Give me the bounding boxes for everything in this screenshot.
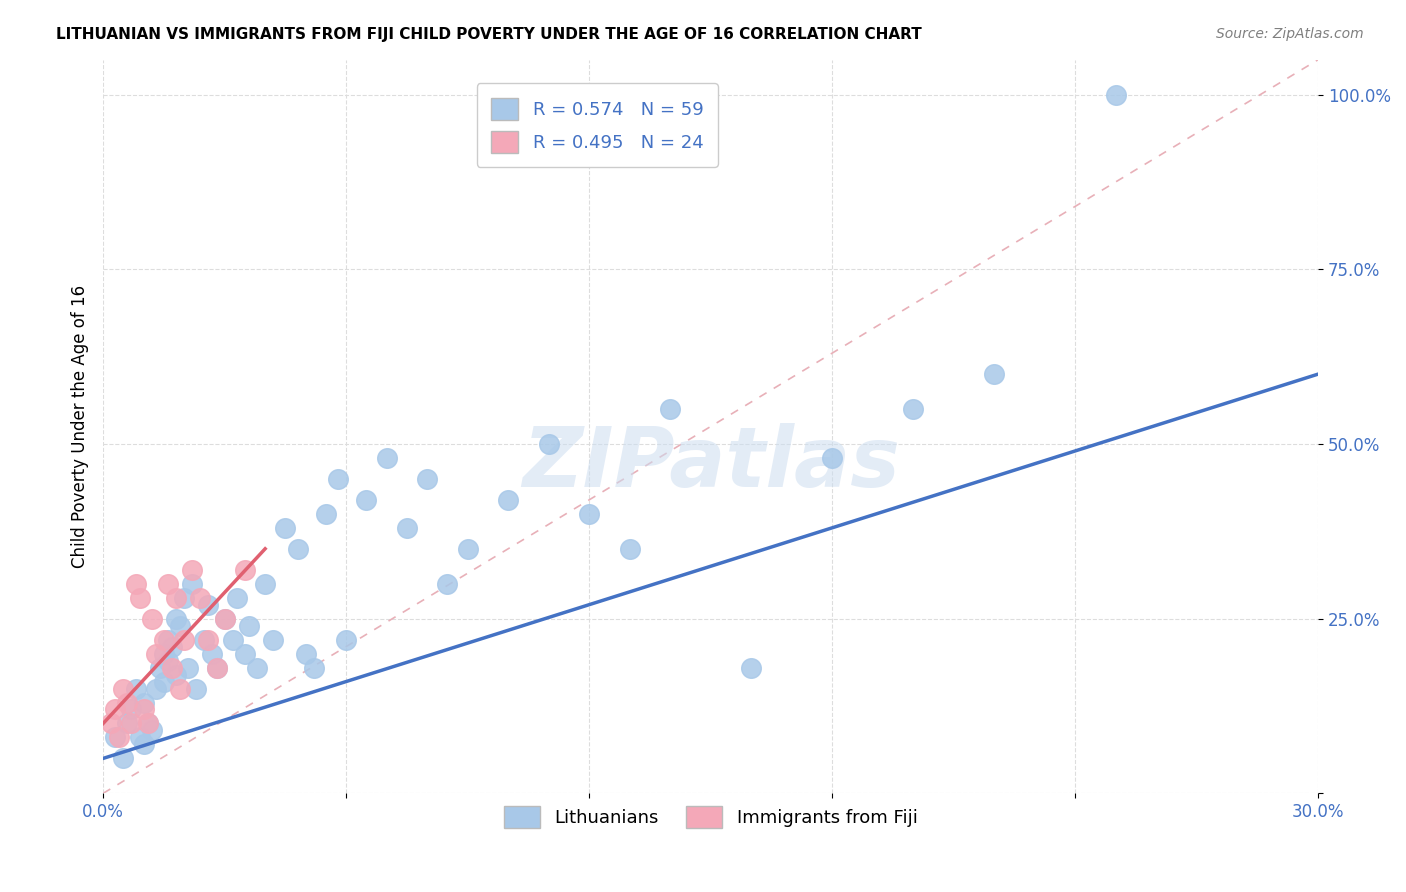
Point (326, 472, 349, 486)
Point (173, 591, 195, 605)
Point (156, 654, 179, 668)
Point (165, 612, 187, 626)
Point (395, 521, 418, 535)
Point (121, 716, 143, 731)
Point (375, 450, 398, 465)
Text: LITHUANIAN VS IMMIGRANTS FROM FIJI CHILD POVERTY UNDER THE AGE OF 16 CORRELATION: LITHUANIAN VS IMMIGRANTS FROM FIJI CHILD… (56, 27, 922, 42)
Point (132, 696, 155, 710)
Point (104, 702, 127, 716)
Point (740, 660, 762, 674)
Y-axis label: Child Poverty Under the Age of 16: Child Poverty Under the Age of 16 (72, 285, 89, 568)
Point (100, 716, 122, 731)
Point (186, 681, 208, 696)
Point (160, 660, 183, 674)
Point (246, 660, 269, 674)
Point (262, 632, 284, 647)
Point (315, 507, 337, 521)
Point (222, 632, 245, 647)
Point (165, 591, 187, 605)
Point (160, 640, 183, 654)
Point (294, 647, 316, 661)
Point (356, 492, 378, 507)
Point (496, 492, 519, 507)
Point (1105, 87, 1128, 102)
Point (117, 716, 139, 731)
Point (659, 402, 682, 417)
Point (169, 618, 191, 632)
Point (181, 576, 204, 591)
Point (225, 591, 247, 605)
Point (165, 667, 187, 681)
Point (173, 632, 195, 647)
Legend: Lithuanians, Immigrants from Fiji: Lithuanians, Immigrants from Fiji (496, 799, 925, 836)
Point (156, 576, 179, 591)
Point (457, 541, 479, 556)
Point (205, 660, 228, 674)
Point (124, 681, 146, 696)
Point (141, 612, 163, 626)
Text: ZIPatlas: ZIPatlas (522, 423, 900, 504)
Point (104, 731, 127, 745)
Point (181, 563, 204, 577)
Point (214, 612, 236, 626)
Point (145, 681, 167, 696)
Point (903, 402, 925, 417)
Point (121, 702, 143, 716)
Point (197, 598, 219, 612)
Point (416, 472, 439, 486)
Point (254, 576, 277, 591)
Point (214, 612, 236, 626)
Point (274, 521, 297, 535)
Point (821, 450, 844, 465)
Point (233, 563, 256, 577)
Point (193, 632, 215, 647)
Point (169, 681, 191, 696)
Point (124, 576, 146, 591)
Point (188, 591, 211, 605)
Point (108, 731, 131, 745)
Point (238, 618, 260, 632)
Point (302, 660, 325, 674)
Point (145, 647, 167, 661)
Point (112, 751, 135, 765)
Point (205, 660, 228, 674)
Point (983, 367, 1005, 381)
Point (177, 660, 200, 674)
Text: Source: ZipAtlas.com: Source: ZipAtlas.com (1216, 27, 1364, 41)
Point (128, 731, 150, 745)
Point (132, 738, 155, 752)
Point (112, 681, 135, 696)
Point (335, 632, 357, 647)
Point (153, 674, 176, 689)
Point (436, 576, 458, 591)
Point (578, 507, 600, 521)
Point (619, 541, 641, 556)
Point (117, 696, 139, 710)
Point (156, 632, 179, 647)
Point (136, 716, 159, 731)
Point (132, 702, 155, 716)
Point (537, 437, 560, 451)
Point (197, 632, 219, 647)
Point (201, 647, 224, 661)
Point (141, 723, 163, 738)
Point (153, 632, 176, 647)
Point (233, 647, 256, 661)
Point (136, 716, 159, 731)
Point (128, 591, 150, 605)
Point (149, 660, 172, 674)
Point (153, 647, 176, 661)
Point (287, 541, 309, 556)
